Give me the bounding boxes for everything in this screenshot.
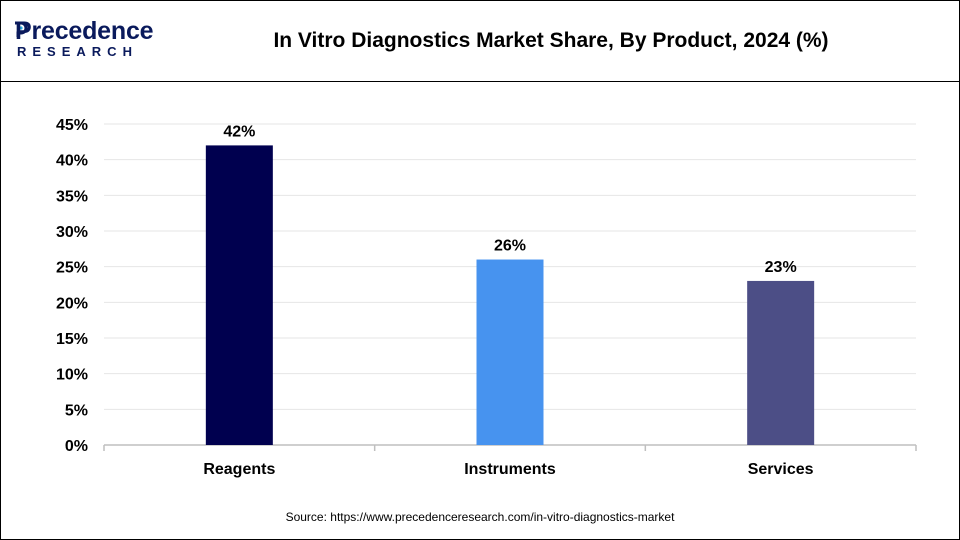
- y-tick-label: 40%: [56, 153, 88, 170]
- y-tick-label: 10%: [56, 367, 88, 384]
- precedence-research-logo: Precedence RESEARCH: [15, 17, 165, 67]
- y-tick-label: 25%: [56, 260, 88, 277]
- x-tick-label: Instruments: [464, 461, 556, 478]
- y-tick-label: 0%: [65, 438, 88, 455]
- logo-subtitle: RESEARCH: [17, 44, 138, 59]
- data-label: 23%: [765, 259, 797, 276]
- data-label: 26%: [494, 238, 526, 255]
- data-label: 42%: [223, 123, 255, 140]
- bar-chart: 0% 5% 10% 15% 20% 25% 30% 35% 40% 45% 42% Reagents 2…: [56, 117, 917, 478]
- y-tick-label: 45%: [56, 117, 88, 134]
- bar-instruments: [476, 259, 544, 445]
- source-note: Source: https://www.precedenceresearch.c…: [285, 510, 675, 524]
- logo-wordmark: Precedence: [15, 17, 154, 45]
- x-tick-label: Services: [748, 461, 814, 478]
- bar-reagents: [205, 145, 273, 445]
- y-tick-label: 35%: [56, 188, 88, 205]
- y-tick-label: 5%: [65, 402, 88, 419]
- bar-services: [747, 280, 815, 445]
- header: Precedence RESEARCH In Vitro Diagnostics…: [1, 1, 959, 82]
- x-tick-label: Reagents: [203, 461, 275, 478]
- y-tick-label: 30%: [56, 224, 88, 241]
- logo-mark-icon: [15, 21, 27, 37]
- chart-title: In Vitro Diagnostics Market Share, By Pr…: [273, 29, 829, 52]
- y-tick-label: 15%: [56, 331, 88, 348]
- y-tick-label: 20%: [56, 295, 88, 312]
